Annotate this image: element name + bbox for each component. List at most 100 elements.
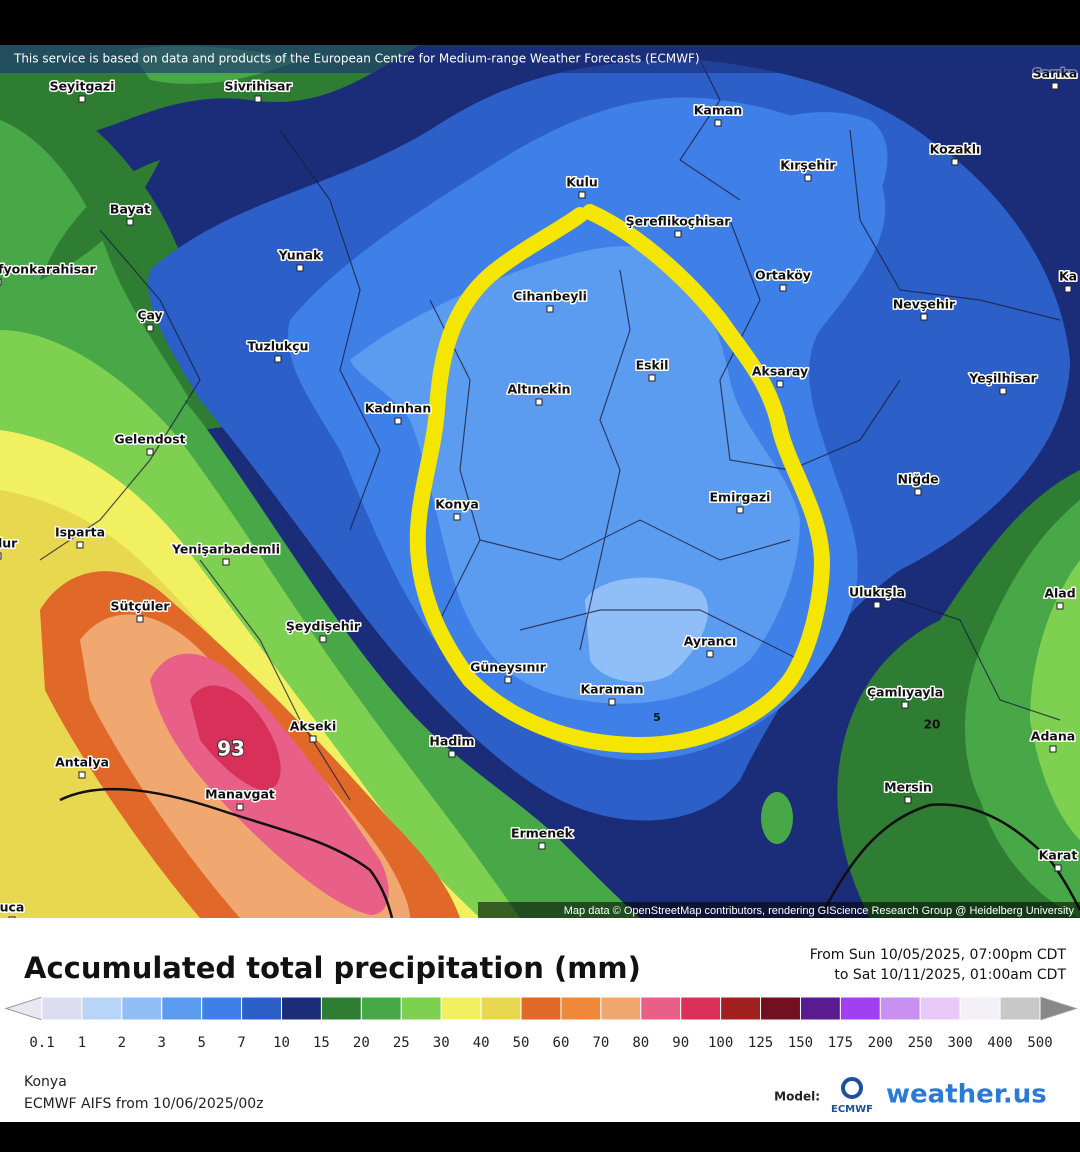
value-label: 93 [217, 737, 245, 761]
place-marker [706, 650, 714, 658]
colorbar-swatch [959, 996, 1001, 1021]
place-label: Mersin [884, 780, 932, 795]
place-label: Tuzlukçu [247, 339, 308, 354]
place-marker [873, 601, 881, 609]
model-run: ECMWF AIFS from 10/06/2025/00z [24, 1096, 264, 1112]
colorbar: 0.1 1 2 3 5 7 10 15 20 25 30 40 50 60 70 80 90 100 125 150 1… [4, 996, 1078, 1051]
colorbar-swatch [999, 996, 1041, 1021]
place-marker [1051, 82, 1059, 90]
place-marker [78, 95, 86, 103]
colorbar-swatch [81, 996, 123, 1021]
place-label: Çamlıyayla [867, 685, 943, 700]
place-label: Karaman [580, 682, 643, 697]
colorbar-tick-label: 10 [273, 1035, 290, 1051]
colorbar-tick-label: 50 [513, 1035, 530, 1051]
place-label: Ayrancı [684, 634, 737, 649]
place-label: Manavgat [205, 787, 275, 802]
place-marker [1056, 602, 1064, 610]
model-label: Model: [774, 1090, 820, 1104]
place-label: Akseki [290, 719, 337, 734]
place-marker [714, 119, 722, 127]
place-marker [126, 218, 134, 226]
place-marker [146, 324, 154, 332]
colorbar-tick-label: 1 [78, 1035, 86, 1051]
place-marker [222, 558, 230, 566]
colorbar-swatch [640, 996, 682, 1021]
place-marker [904, 796, 912, 804]
colorbar-tick-label: 80 [632, 1035, 649, 1051]
place-label: Alad [1044, 586, 1075, 601]
colorbar-tick-label: 2 [118, 1035, 126, 1051]
map-area: SeyitgaziSivrihisarSarıkaKamanKozaklıKır… [0, 45, 1080, 918]
colorbar-swatch [839, 996, 881, 1021]
coastline [818, 803, 1080, 918]
place-label: Ulukışla [849, 585, 905, 600]
place-label: Emirgazi [710, 490, 771, 505]
place-marker [453, 513, 461, 521]
colorbar-swatch [320, 996, 362, 1021]
place-label: Sütçüler [110, 599, 170, 614]
place-marker [648, 374, 656, 382]
place-label: lur [0, 536, 18, 551]
time-to: to Sat 10/11/2025, 01:00am CDT [834, 967, 1066, 983]
place-marker [319, 635, 327, 643]
place-marker [448, 750, 456, 758]
region [40, 160, 160, 280]
colorbar-tick-label: 500 [1027, 1035, 1052, 1051]
place-marker [296, 264, 304, 272]
brand-logo[interactable]: weather.us [886, 1080, 1047, 1110]
place-label: Ermenek [511, 826, 574, 841]
colorbar-swatch [400, 996, 442, 1021]
place-label: Antalya [55, 755, 109, 770]
region [700, 112, 888, 239]
colorbar-tick-label: 150 [788, 1035, 813, 1051]
place-marker [1054, 864, 1062, 872]
place-marker [274, 355, 282, 363]
place-label: uca [0, 900, 24, 915]
place-marker [146, 448, 154, 456]
colorbar-tick-label: 300 [948, 1035, 973, 1051]
region [1030, 560, 1080, 840]
colorbar-swatch [720, 996, 762, 1021]
ecmwf-icon [841, 1077, 863, 1099]
place-label: Yenişarbademli [171, 542, 280, 557]
region [190, 685, 281, 791]
credit-bg [478, 902, 1080, 918]
colorbar-swatch [360, 996, 402, 1021]
place-label: Aksaray [752, 364, 808, 379]
colorbar-tick-label: 250 [908, 1035, 933, 1051]
highlight-outline [409, 204, 830, 753]
place-label: Niğde [897, 472, 938, 487]
place-marker [236, 803, 244, 811]
colorbar-swatch [41, 996, 83, 1021]
colorbar-tick-label: 70 [592, 1035, 609, 1051]
place-label: Isparta [55, 525, 105, 540]
colorbar-swatch [480, 996, 522, 1021]
place-marker [674, 230, 682, 238]
place-marker [578, 191, 586, 199]
place-label: Şereflikoçhisar [626, 214, 732, 229]
place-label: Çay [137, 308, 162, 323]
place-marker [535, 398, 543, 406]
place-label: Hadim [429, 734, 474, 749]
place-marker [776, 380, 784, 388]
place-label: Kadınhan [365, 401, 432, 416]
value-label: 20 [924, 718, 941, 732]
colorbar-swatch [680, 996, 722, 1021]
attribution: This service is based on data and produc… [13, 52, 700, 66]
colorbar-tick-label: 15 [313, 1035, 330, 1051]
colorbar-swatch [440, 996, 482, 1021]
colorbar-tick-label: 60 [553, 1035, 570, 1051]
colorbar-tick-label: 5 [197, 1035, 205, 1051]
place-marker [920, 313, 928, 321]
place-marker [736, 506, 744, 514]
colorbar-tick-label: 175 [828, 1035, 853, 1051]
colorbar-tick-label: 7 [237, 1035, 245, 1051]
coastline [59, 787, 394, 918]
colorbar-tick-label: 400 [987, 1035, 1012, 1051]
place-label: Ka [1059, 269, 1077, 284]
place-marker [504, 676, 512, 684]
place-marker [309, 735, 317, 743]
colorbar-swatch [600, 996, 642, 1021]
place-label: Gelendost [114, 432, 185, 447]
